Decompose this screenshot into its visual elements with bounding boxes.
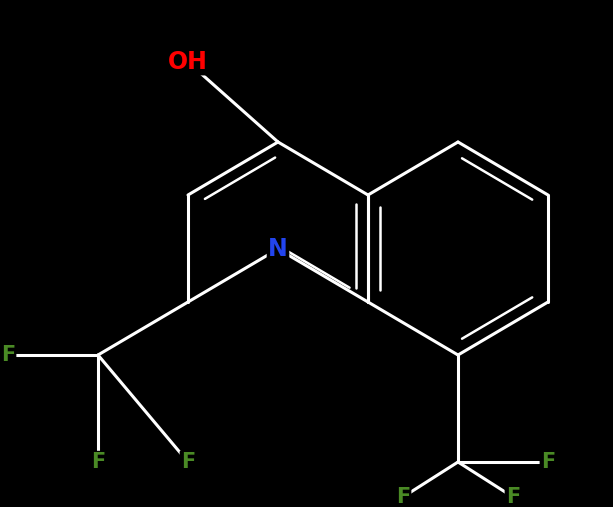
Text: F: F xyxy=(91,452,105,472)
Text: N: N xyxy=(268,237,288,261)
Text: F: F xyxy=(181,452,195,472)
Text: F: F xyxy=(1,345,15,365)
Text: F: F xyxy=(396,487,410,507)
Text: F: F xyxy=(506,487,520,507)
Text: OH: OH xyxy=(168,50,208,74)
Text: F: F xyxy=(541,452,555,472)
